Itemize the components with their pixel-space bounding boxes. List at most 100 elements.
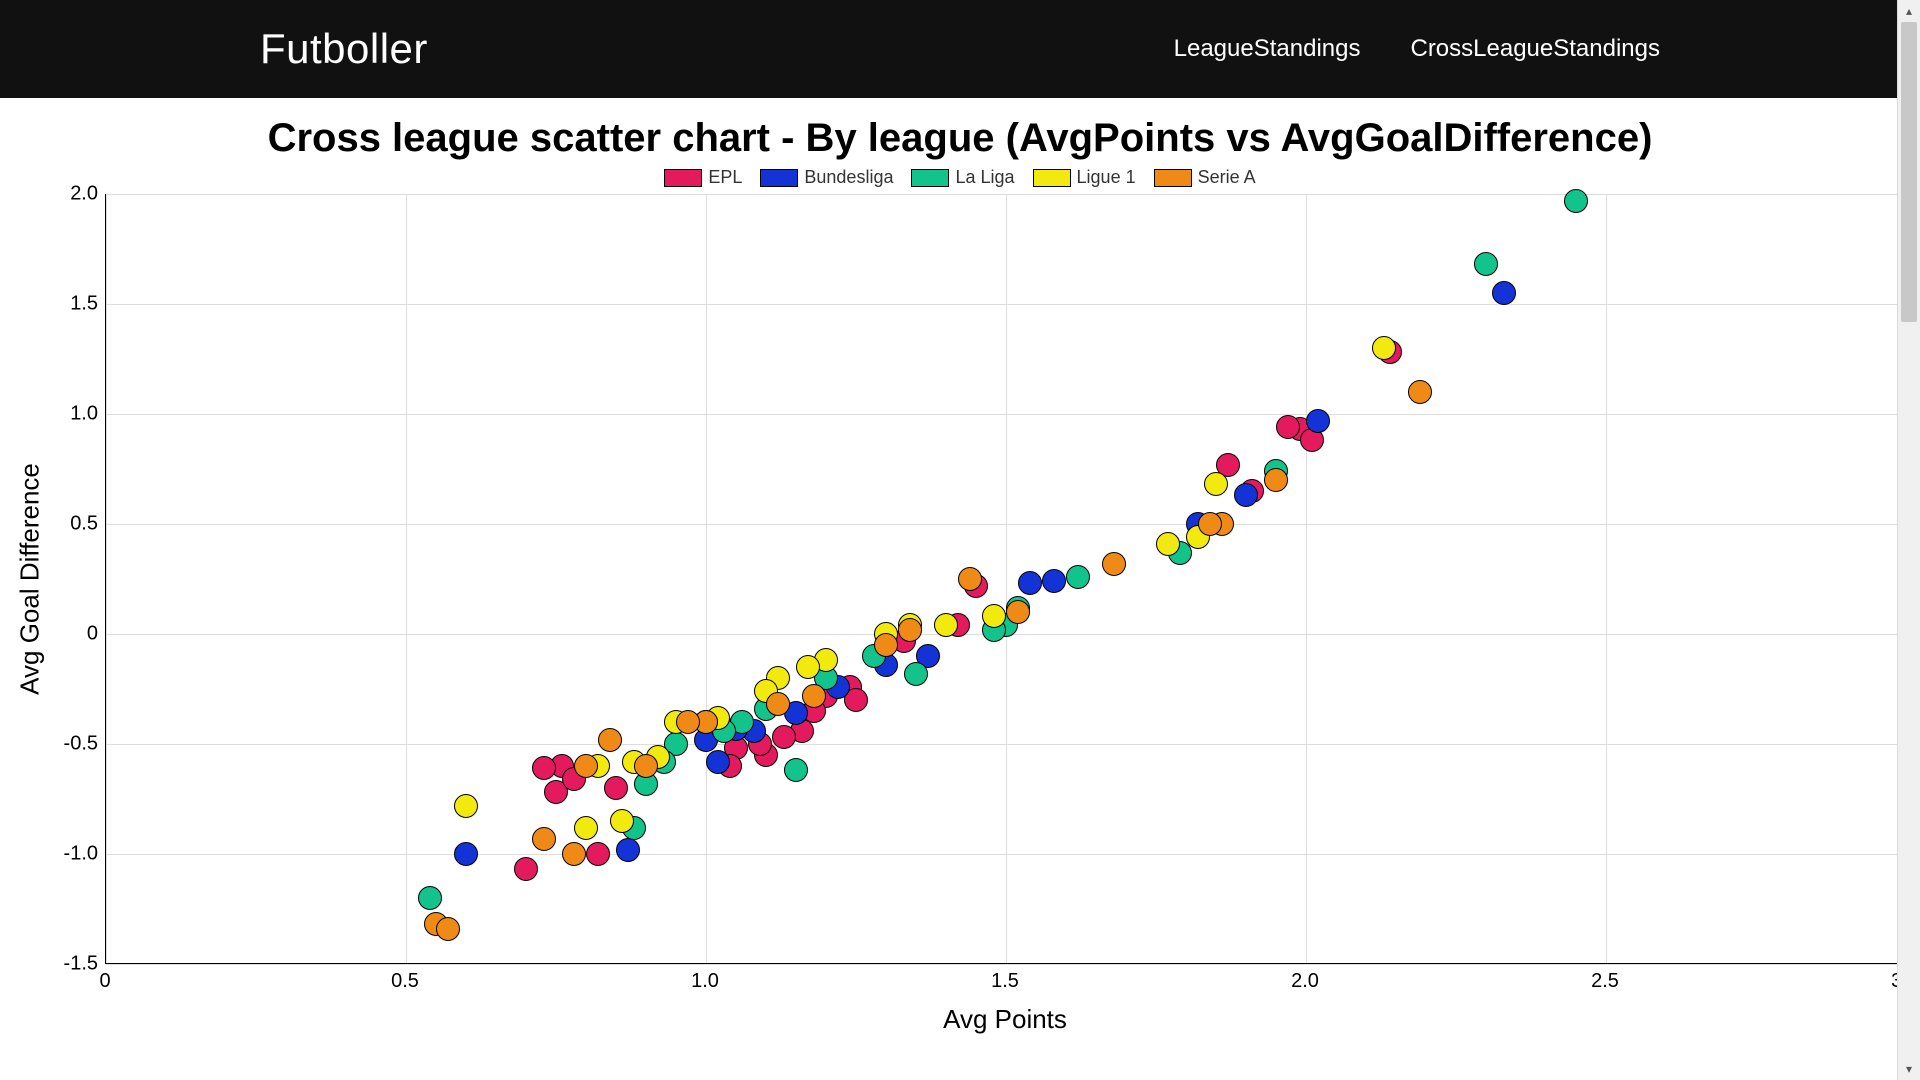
scatter-point-serie-a[interactable]: [958, 567, 982, 591]
chart-wrap: Avg Goal Difference Avg Points 0 0.5 1.0 1.…: [10, 194, 1910, 1034]
scatter-point-ligue-1[interactable]: [574, 816, 598, 840]
scatter-point-serie-a[interactable]: [898, 618, 922, 642]
scatter-point-serie-a[interactable]: [1006, 600, 1030, 624]
scatter-point-serie-a[interactable]: [532, 827, 556, 851]
legend-item-la-liga[interactable]: La Liga: [911, 167, 1014, 188]
scatter-point-serie-a[interactable]: [1264, 468, 1288, 492]
scatter-point-serie-a[interactable]: [1198, 512, 1222, 536]
gridline-horizontal: [106, 744, 1905, 745]
scatter-point-ligue-1[interactable]: [982, 604, 1006, 628]
scatter-point-bundesliga[interactable]: [616, 838, 640, 862]
scrollbar-thumb[interactable]: [1901, 22, 1917, 322]
gridline-vertical: [106, 194, 107, 963]
scatter-point-bundesliga[interactable]: [1492, 281, 1516, 305]
y-tick-label: 1.0: [50, 403, 98, 426]
plot-area: [105, 194, 1905, 964]
scatter-point-serie-a[interactable]: [802, 684, 826, 708]
y-tick-label: -1.5: [50, 953, 98, 976]
nav-link-leaguestandings[interactable]: LeagueStandings: [1174, 35, 1361, 63]
scatter-point-ligue-1[interactable]: [1372, 336, 1396, 360]
gridline-vertical: [1606, 194, 1607, 963]
scrollbar-down-icon[interactable]: ▾: [1898, 1058, 1920, 1080]
scatter-point-ligue-1[interactable]: [454, 794, 478, 818]
scatter-point-la-liga[interactable]: [904, 662, 928, 686]
y-tick-label: 1.5: [50, 293, 98, 316]
scrollbar-up-icon[interactable]: ▴: [1898, 0, 1920, 22]
y-tick-label: 0: [50, 623, 98, 646]
legend-item-bundesliga[interactable]: Bundesliga: [760, 167, 893, 188]
legend-item-epl[interactable]: EPL: [664, 167, 742, 188]
scatter-point-serie-a[interactable]: [574, 754, 598, 778]
scatter-point-bundesliga[interactable]: [1306, 409, 1330, 433]
scatter-point-serie-a[interactable]: [562, 842, 586, 866]
scatter-point-serie-a[interactable]: [1102, 552, 1126, 576]
legend-swatch: [1154, 169, 1192, 187]
scatter-point-bundesliga[interactable]: [1234, 483, 1258, 507]
scatter-point-epl[interactable]: [532, 756, 556, 780]
gridline-horizontal: [106, 524, 1905, 525]
x-tick-label: 0: [99, 970, 110, 993]
scatter-point-ligue-1[interactable]: [610, 809, 634, 833]
scatter-point-bundesliga[interactable]: [1018, 571, 1042, 595]
gridline-vertical: [406, 194, 407, 963]
x-tick-label: 1.5: [991, 970, 1019, 993]
scatter-point-serie-a[interactable]: [436, 917, 460, 941]
x-tick-label: 1.0: [691, 970, 719, 993]
legend-swatch: [664, 169, 702, 187]
scatter-point-serie-a[interactable]: [676, 710, 700, 734]
scatter-point-ligue-1[interactable]: [796, 655, 820, 679]
scatter-point-epl[interactable]: [586, 842, 610, 866]
x-tick-label: 0.5: [391, 970, 419, 993]
chart-legend: EPL Bundesliga La Liga Ligue 1 Serie A: [0, 167, 1920, 188]
scatter-point-serie-a[interactable]: [634, 754, 658, 778]
scatter-point-la-liga[interactable]: [784, 758, 808, 782]
scatter-point-ligue-1[interactable]: [934, 613, 958, 637]
scatter-point-serie-a[interactable]: [598, 728, 622, 752]
x-axis-label: Avg Points: [943, 1004, 1067, 1035]
brand-title[interactable]: Futboller: [260, 25, 428, 73]
gridline-horizontal: [106, 964, 1905, 965]
scatter-point-bundesliga[interactable]: [454, 842, 478, 866]
scatter-point-ligue-1[interactable]: [1156, 532, 1180, 556]
gridline-horizontal: [106, 854, 1905, 855]
legend-swatch: [1033, 169, 1071, 187]
scatter-point-epl[interactable]: [514, 857, 538, 881]
scatter-point-serie-a[interactable]: [1408, 380, 1432, 404]
legend-label: Bundesliga: [804, 167, 893, 188]
y-tick-label: 2.0: [50, 183, 98, 206]
scatter-point-bundesliga[interactable]: [1042, 569, 1066, 593]
scrollbar-track[interactable]: ▴ ▾: [1897, 0, 1920, 1080]
y-tick-label: -0.5: [50, 733, 98, 756]
scatter-point-epl[interactable]: [604, 776, 628, 800]
scatter-point-serie-a[interactable]: [874, 633, 898, 657]
x-tick-label: 2.0: [1291, 970, 1319, 993]
legend-item-ligue-1[interactable]: Ligue 1: [1033, 167, 1136, 188]
legend-label: Serie A: [1198, 167, 1256, 188]
scatter-point-la-liga[interactable]: [1564, 189, 1588, 213]
scatter-point-la-liga[interactable]: [1474, 252, 1498, 276]
chart-title: Cross league scatter chart - By league (…: [0, 116, 1920, 161]
legend-item-serie-a[interactable]: Serie A: [1154, 167, 1256, 188]
legend-label: Ligue 1: [1077, 167, 1136, 188]
legend-label: EPL: [708, 167, 742, 188]
gridline-vertical: [706, 194, 707, 963]
scatter-point-ligue-1[interactable]: [1204, 472, 1228, 496]
scatter-point-la-liga[interactable]: [1066, 565, 1090, 589]
scatter-point-la-liga[interactable]: [418, 886, 442, 910]
y-axis-label: Avg Goal Difference: [15, 463, 46, 695]
scatter-point-bundesliga[interactable]: [706, 750, 730, 774]
navbar: Futboller LeagueStandings CrossLeagueSta…: [0, 0, 1920, 98]
gridline-vertical: [1306, 194, 1307, 963]
gridline-vertical: [1006, 194, 1007, 963]
legend-swatch: [911, 169, 949, 187]
x-tick-label: 2.5: [1591, 970, 1619, 993]
nav-link-crossleaguestandings[interactable]: CrossLeagueStandings: [1410, 35, 1660, 63]
gridline-horizontal: [106, 304, 1905, 305]
gridline-horizontal: [106, 194, 1905, 195]
scatter-point-epl[interactable]: [1276, 415, 1300, 439]
legend-swatch: [760, 169, 798, 187]
scatter-point-epl[interactable]: [772, 725, 796, 749]
y-tick-label: 0.5: [50, 513, 98, 536]
legend-label: La Liga: [955, 167, 1014, 188]
scatter-point-serie-a[interactable]: [766, 692, 790, 716]
